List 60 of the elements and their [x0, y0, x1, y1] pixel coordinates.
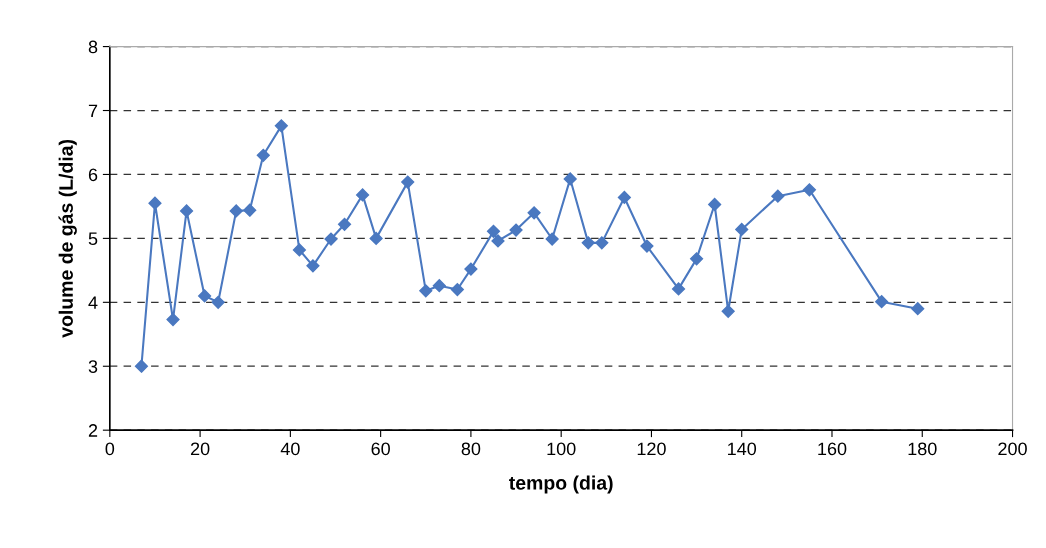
- point: [179, 204, 194, 218]
- point: [581, 236, 595, 250]
- point: [802, 183, 817, 197]
- point: [486, 224, 501, 238]
- x-tick-label: 140: [728, 442, 757, 456]
- point: [292, 243, 306, 257]
- y-tick-label: 4: [88, 296, 98, 309]
- point: [771, 189, 785, 203]
- point: [134, 359, 149, 373]
- point: [369, 231, 383, 245]
- x-tick-label: 100: [547, 442, 576, 456]
- y-tick-label: 8: [88, 40, 98, 54]
- point: [306, 259, 320, 273]
- x-tick-label: 40: [280, 442, 300, 456]
- point: [617, 190, 631, 205]
- point: [735, 222, 749, 237]
- y-tick-label: 3: [88, 360, 98, 373]
- point: [229, 204, 243, 218]
- point: [166, 312, 180, 327]
- point: [563, 172, 577, 186]
- point: [243, 203, 257, 217]
- point: [527, 206, 541, 220]
- x-tick-label: 200: [998, 442, 1027, 456]
- y-axis-title: volume de gás (L/dia): [58, 139, 77, 338]
- point: [432, 279, 446, 293]
- point: [337, 217, 352, 231]
- point: [721, 304, 735, 318]
- point: [355, 188, 370, 202]
- point: [401, 175, 415, 189]
- y-tick-label: 7: [88, 104, 98, 118]
- y-tick-label: 5: [88, 232, 98, 246]
- point: [911, 302, 925, 316]
- point: [671, 282, 686, 296]
- y-tick-label: 2: [88, 424, 98, 437]
- x-tick-label: 20: [190, 442, 210, 456]
- point: [198, 289, 212, 303]
- x-tick-label: 160: [818, 442, 847, 456]
- point: [450, 282, 464, 297]
- point: [640, 239, 654, 253]
- point: [491, 234, 505, 248]
- point: [419, 284, 433, 298]
- point: [211, 295, 225, 309]
- x-tick-label: 180: [908, 442, 937, 456]
- x-tick-label: 80: [461, 442, 481, 456]
- point: [689, 252, 704, 266]
- point: [324, 232, 338, 246]
- x-tick-label: 60: [371, 442, 390, 456]
- point: [274, 119, 288, 133]
- point: [148, 196, 162, 210]
- point: [509, 223, 523, 237]
- point: [708, 197, 722, 212]
- x-tick-label: 0: [105, 442, 115, 456]
- y-tick-label: 6: [88, 168, 98, 182]
- point: [464, 262, 478, 276]
- point: [875, 295, 889, 309]
- point: [545, 232, 559, 246]
- x-axis-title: tempo (dia): [509, 475, 613, 494]
- point: [595, 236, 609, 250]
- point: [256, 148, 270, 162]
- x-tick-label: 120: [637, 442, 666, 456]
